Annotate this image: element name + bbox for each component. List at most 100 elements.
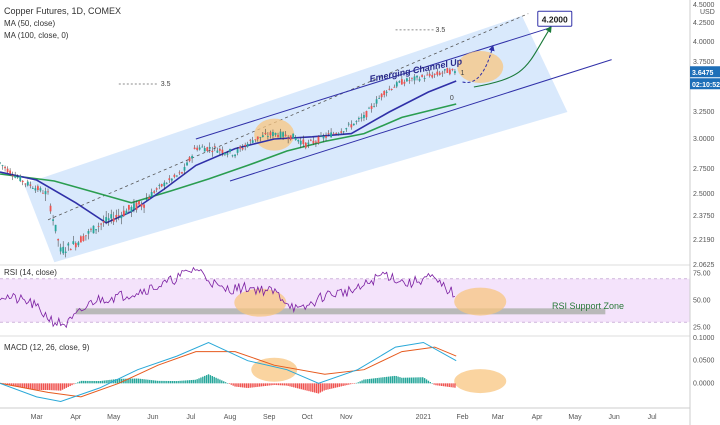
rsi-band <box>0 278 690 323</box>
macd-bar <box>145 379 147 384</box>
macd-bar <box>395 375 397 384</box>
highlight-consolidation <box>254 118 295 151</box>
candle-body <box>49 205 52 212</box>
candle-body <box>272 132 274 137</box>
x-tick-label: Nov <box>340 414 353 421</box>
macd-bar <box>58 383 60 391</box>
macd-bar <box>69 383 71 387</box>
macd-bar <box>308 383 310 392</box>
macd-bar <box>258 383 261 387</box>
x-tick-label: May <box>568 414 582 421</box>
candle-body <box>454 71 456 74</box>
macd-bar <box>264 383 267 386</box>
macd-bar <box>207 374 210 384</box>
x-tick-label: May <box>107 414 121 421</box>
macd-bar <box>52 383 54 391</box>
candle-body <box>198 147 201 150</box>
macd-bar <box>168 380 170 384</box>
highlight-projection <box>457 51 504 83</box>
candle-body <box>16 176 19 178</box>
candle-body <box>284 134 287 137</box>
candle-body <box>193 147 196 150</box>
candle-body <box>441 72 444 74</box>
candle-body <box>274 132 277 135</box>
candle-body <box>72 241 75 245</box>
macd-bar <box>351 383 354 384</box>
candle-body <box>224 152 226 155</box>
macd-bar <box>147 379 149 384</box>
candle-body <box>178 172 181 174</box>
candle-body <box>95 229 97 231</box>
candle-body <box>307 142 310 145</box>
candle-body <box>107 218 110 221</box>
macd-bar <box>420 377 422 384</box>
macd-bar <box>241 383 244 388</box>
macd-bar <box>344 383 346 386</box>
macd-bar <box>279 383 282 386</box>
candle-body <box>82 235 85 241</box>
macd-bar <box>448 383 450 387</box>
macd-bar <box>221 380 223 384</box>
macd-bar <box>255 383 257 388</box>
x-tick-label: Apr <box>532 414 544 421</box>
candle-body <box>287 138 290 140</box>
macd-bar <box>152 380 155 384</box>
macd-bar <box>306 383 308 391</box>
macd-tick-label: 0.0500 <box>693 358 715 365</box>
candle-body <box>74 243 77 248</box>
macd-bar <box>431 383 433 384</box>
candle-body <box>6 168 9 173</box>
macd-bar <box>137 378 140 384</box>
candle-body <box>0 162 1 164</box>
macd-bar <box>452 383 454 388</box>
macd-bar <box>342 383 344 386</box>
candle-body <box>345 128 348 130</box>
candle-body <box>97 225 100 227</box>
macd-bar <box>310 383 312 392</box>
macd-bar <box>359 381 361 384</box>
candle-body <box>355 121 358 122</box>
candle-body <box>251 140 254 143</box>
macd-bar <box>16 383 18 387</box>
macd-bar <box>200 377 202 384</box>
macd-bar <box>319 383 322 393</box>
candle-body <box>92 225 95 234</box>
rsi-highlight-a <box>234 288 287 317</box>
candle-body <box>87 231 90 234</box>
macd-bar <box>238 383 240 387</box>
candle-body <box>383 90 386 95</box>
candle-body <box>77 242 80 246</box>
macd-bar <box>190 380 193 384</box>
macd-bar <box>274 383 276 385</box>
candle-body <box>297 139 300 142</box>
candle-body <box>378 98 381 99</box>
candle-body <box>173 174 176 177</box>
macd-bar <box>135 378 138 384</box>
candle-body <box>358 118 360 120</box>
candle-body <box>426 74 429 76</box>
macd-bar <box>401 377 403 384</box>
countdown-label: 02:10:52 <box>692 82 720 89</box>
macd-bar <box>397 376 399 384</box>
candle-body <box>337 133 340 135</box>
chart-title: Copper Futures, 1D, COMEX <box>4 6 122 16</box>
macd-bar <box>50 383 52 391</box>
candle-body <box>29 184 32 186</box>
candle-body <box>363 114 365 119</box>
macd-bar <box>86 380 88 384</box>
macd-bar <box>48 383 50 391</box>
macd-bar <box>315 383 318 394</box>
macd-bar <box>114 379 117 384</box>
candle-body <box>11 175 14 177</box>
macd-bar <box>423 378 426 384</box>
macd-bar <box>33 383 35 390</box>
macd-bar <box>217 378 219 384</box>
macd-bar <box>363 379 365 384</box>
macd-bar <box>281 383 284 386</box>
macd-bar <box>361 380 363 384</box>
candle-body <box>315 141 317 143</box>
macd-bar <box>130 378 132 384</box>
macd-bar <box>425 379 428 384</box>
